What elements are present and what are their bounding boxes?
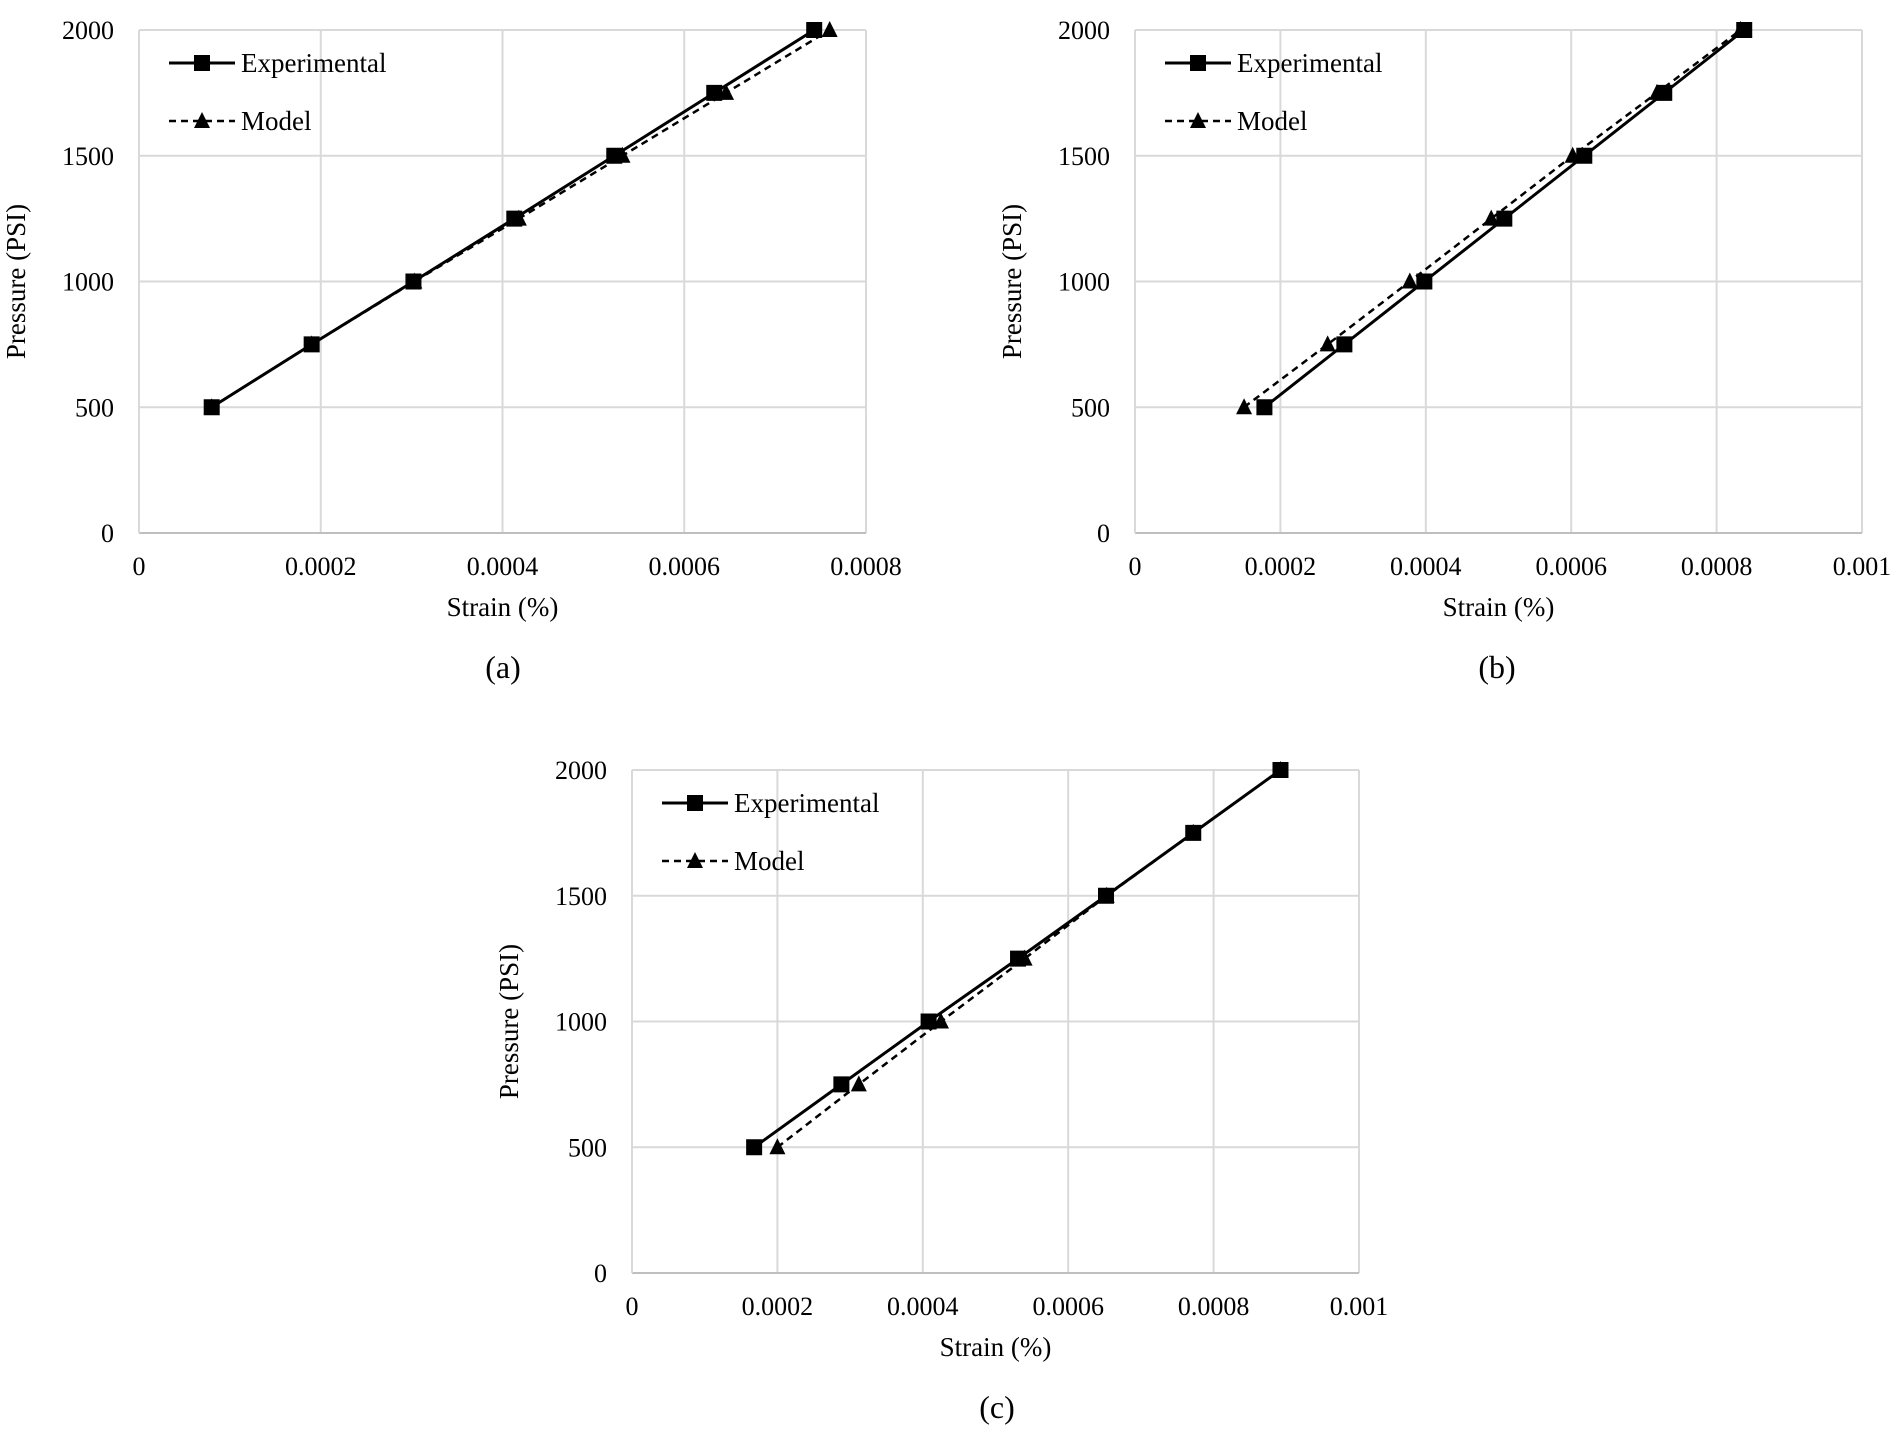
x-tick-label: 0.0004: [887, 1292, 959, 1321]
x-tick-label: 0: [1129, 552, 1142, 581]
y-tick-label: 0: [1097, 519, 1110, 548]
data-point: [303, 335, 320, 352]
legend: Experimental Model: [169, 48, 386, 136]
data-point: [1336, 336, 1353, 353]
data-point: [806, 22, 823, 38]
y-axis-label: Pressure (PSI): [1, 204, 31, 359]
x-tick-label: 0.0002: [742, 1292, 814, 1321]
y-tick-label: 1500: [555, 882, 607, 911]
legend-label: Model: [734, 846, 805, 876]
y-tick-label: 2000: [1058, 16, 1110, 45]
y-axis-label: Pressure (PSI): [494, 944, 524, 1099]
data-point: [1272, 761, 1289, 777]
y-tick-label: 0: [594, 1259, 607, 1288]
x-tick-label: 0.0008: [1681, 552, 1753, 581]
chart-panel-1: 0 500 1000 1500 2000 0 0.0002 0.0004 0.0006 0.000…: [1, 16, 902, 685]
data-point: [1576, 147, 1593, 164]
data-point: [406, 272, 423, 289]
legend: Experimental Model: [1165, 48, 1382, 136]
y-axis-label: Pressure (PSI): [997, 204, 1027, 359]
series-experimental: [746, 762, 1289, 1156]
panel-label: (c): [979, 1389, 1015, 1425]
legend-marker: [687, 795, 703, 811]
y-tick-label: 0: [101, 519, 114, 548]
data-point: [920, 1013, 937, 1030]
legend: Experimental Model: [662, 788, 879, 876]
data-point: [1648, 83, 1665, 100]
x-tick-label: 0.0006: [649, 552, 721, 581]
y-tick-label: 500: [1071, 393, 1110, 422]
series-experimental: [1256, 22, 1753, 416]
data-point: [821, 21, 838, 37]
data-point: [510, 209, 527, 226]
data-point: [769, 1138, 786, 1155]
legend-marker: [194, 112, 210, 128]
x-tick-label: 0: [133, 552, 146, 581]
data-point: [1732, 21, 1749, 37]
x-tick-label: 0.0006: [1032, 1292, 1104, 1321]
data-point: [1185, 823, 1202, 840]
legend-label: Model: [1237, 106, 1308, 136]
y-tick-label: 1500: [1058, 142, 1110, 171]
data-point: [850, 1075, 867, 1092]
y-tick-label: 1000: [555, 1008, 607, 1037]
y-tick-label: 1000: [1058, 268, 1110, 297]
legend-marker: [687, 852, 703, 868]
x-tick-label: 0.001: [1833, 552, 1892, 581]
legend-label: Model: [241, 106, 312, 136]
series-experimental: [203, 22, 823, 416]
legend-marker: [1190, 112, 1206, 128]
x-tick-label: 0.0008: [1178, 1292, 1250, 1321]
data-point: [932, 1012, 949, 1029]
x-tick-label: 0.0002: [1245, 552, 1317, 581]
y-tick-label: 2000: [62, 16, 114, 45]
x-axis-label: Strain (%): [1443, 592, 1555, 622]
data-point: [1016, 949, 1033, 966]
data-point: [614, 146, 631, 163]
data-point: [718, 83, 735, 100]
data-point: [833, 1076, 850, 1093]
legend-marker: [1190, 55, 1206, 71]
series-model: [203, 21, 838, 415]
legend-label: Experimental: [1237, 48, 1382, 78]
data-point: [1483, 209, 1500, 226]
y-tick-label: 1000: [62, 268, 114, 297]
data-point: [1236, 398, 1253, 415]
legend-marker: [194, 55, 210, 71]
data-point: [1098, 886, 1115, 903]
y-tick-label: 2000: [555, 756, 607, 785]
data-point: [1319, 335, 1336, 352]
data-point: [1416, 273, 1433, 290]
data-point: [746, 1139, 763, 1156]
series-model: [1236, 21, 1749, 415]
data-point: [1564, 146, 1581, 163]
x-axis-label: Strain (%): [447, 592, 559, 622]
y-tick-label: 1500: [62, 142, 114, 171]
y-tick-label: 500: [568, 1133, 607, 1162]
x-tick-label: 0.0008: [830, 552, 902, 581]
panel-label: (a): [485, 649, 521, 685]
y-tick-label: 500: [75, 393, 114, 422]
legend-label: Experimental: [241, 48, 386, 78]
series-model: [769, 761, 1289, 1155]
x-axis-label: Strain (%): [940, 1332, 1052, 1362]
data-point: [1496, 210, 1513, 227]
x-tick-label: 0.0004: [467, 552, 539, 581]
x-tick-label: 0: [626, 1292, 639, 1321]
data-point: [203, 398, 220, 415]
legend-label: Experimental: [734, 788, 879, 818]
x-tick-label: 0.0004: [1390, 552, 1462, 581]
data-point: [1256, 399, 1273, 416]
chart-panel-2: 0 500 1000 1500 2000 0 0.0002 0.0004 0.0006 0.000…: [997, 16, 1891, 685]
chart-panel-3: 0 500 1000 1500 2000 0 0.0002 0.0004 0.0006 0.000…: [494, 756, 1388, 1425]
panel-label: (b): [1478, 649, 1515, 685]
x-tick-label: 0.0002: [285, 552, 357, 581]
data-point: [1401, 272, 1418, 289]
x-tick-label: 0.0006: [1535, 552, 1607, 581]
x-tick-label: 0.001: [1330, 1292, 1389, 1321]
